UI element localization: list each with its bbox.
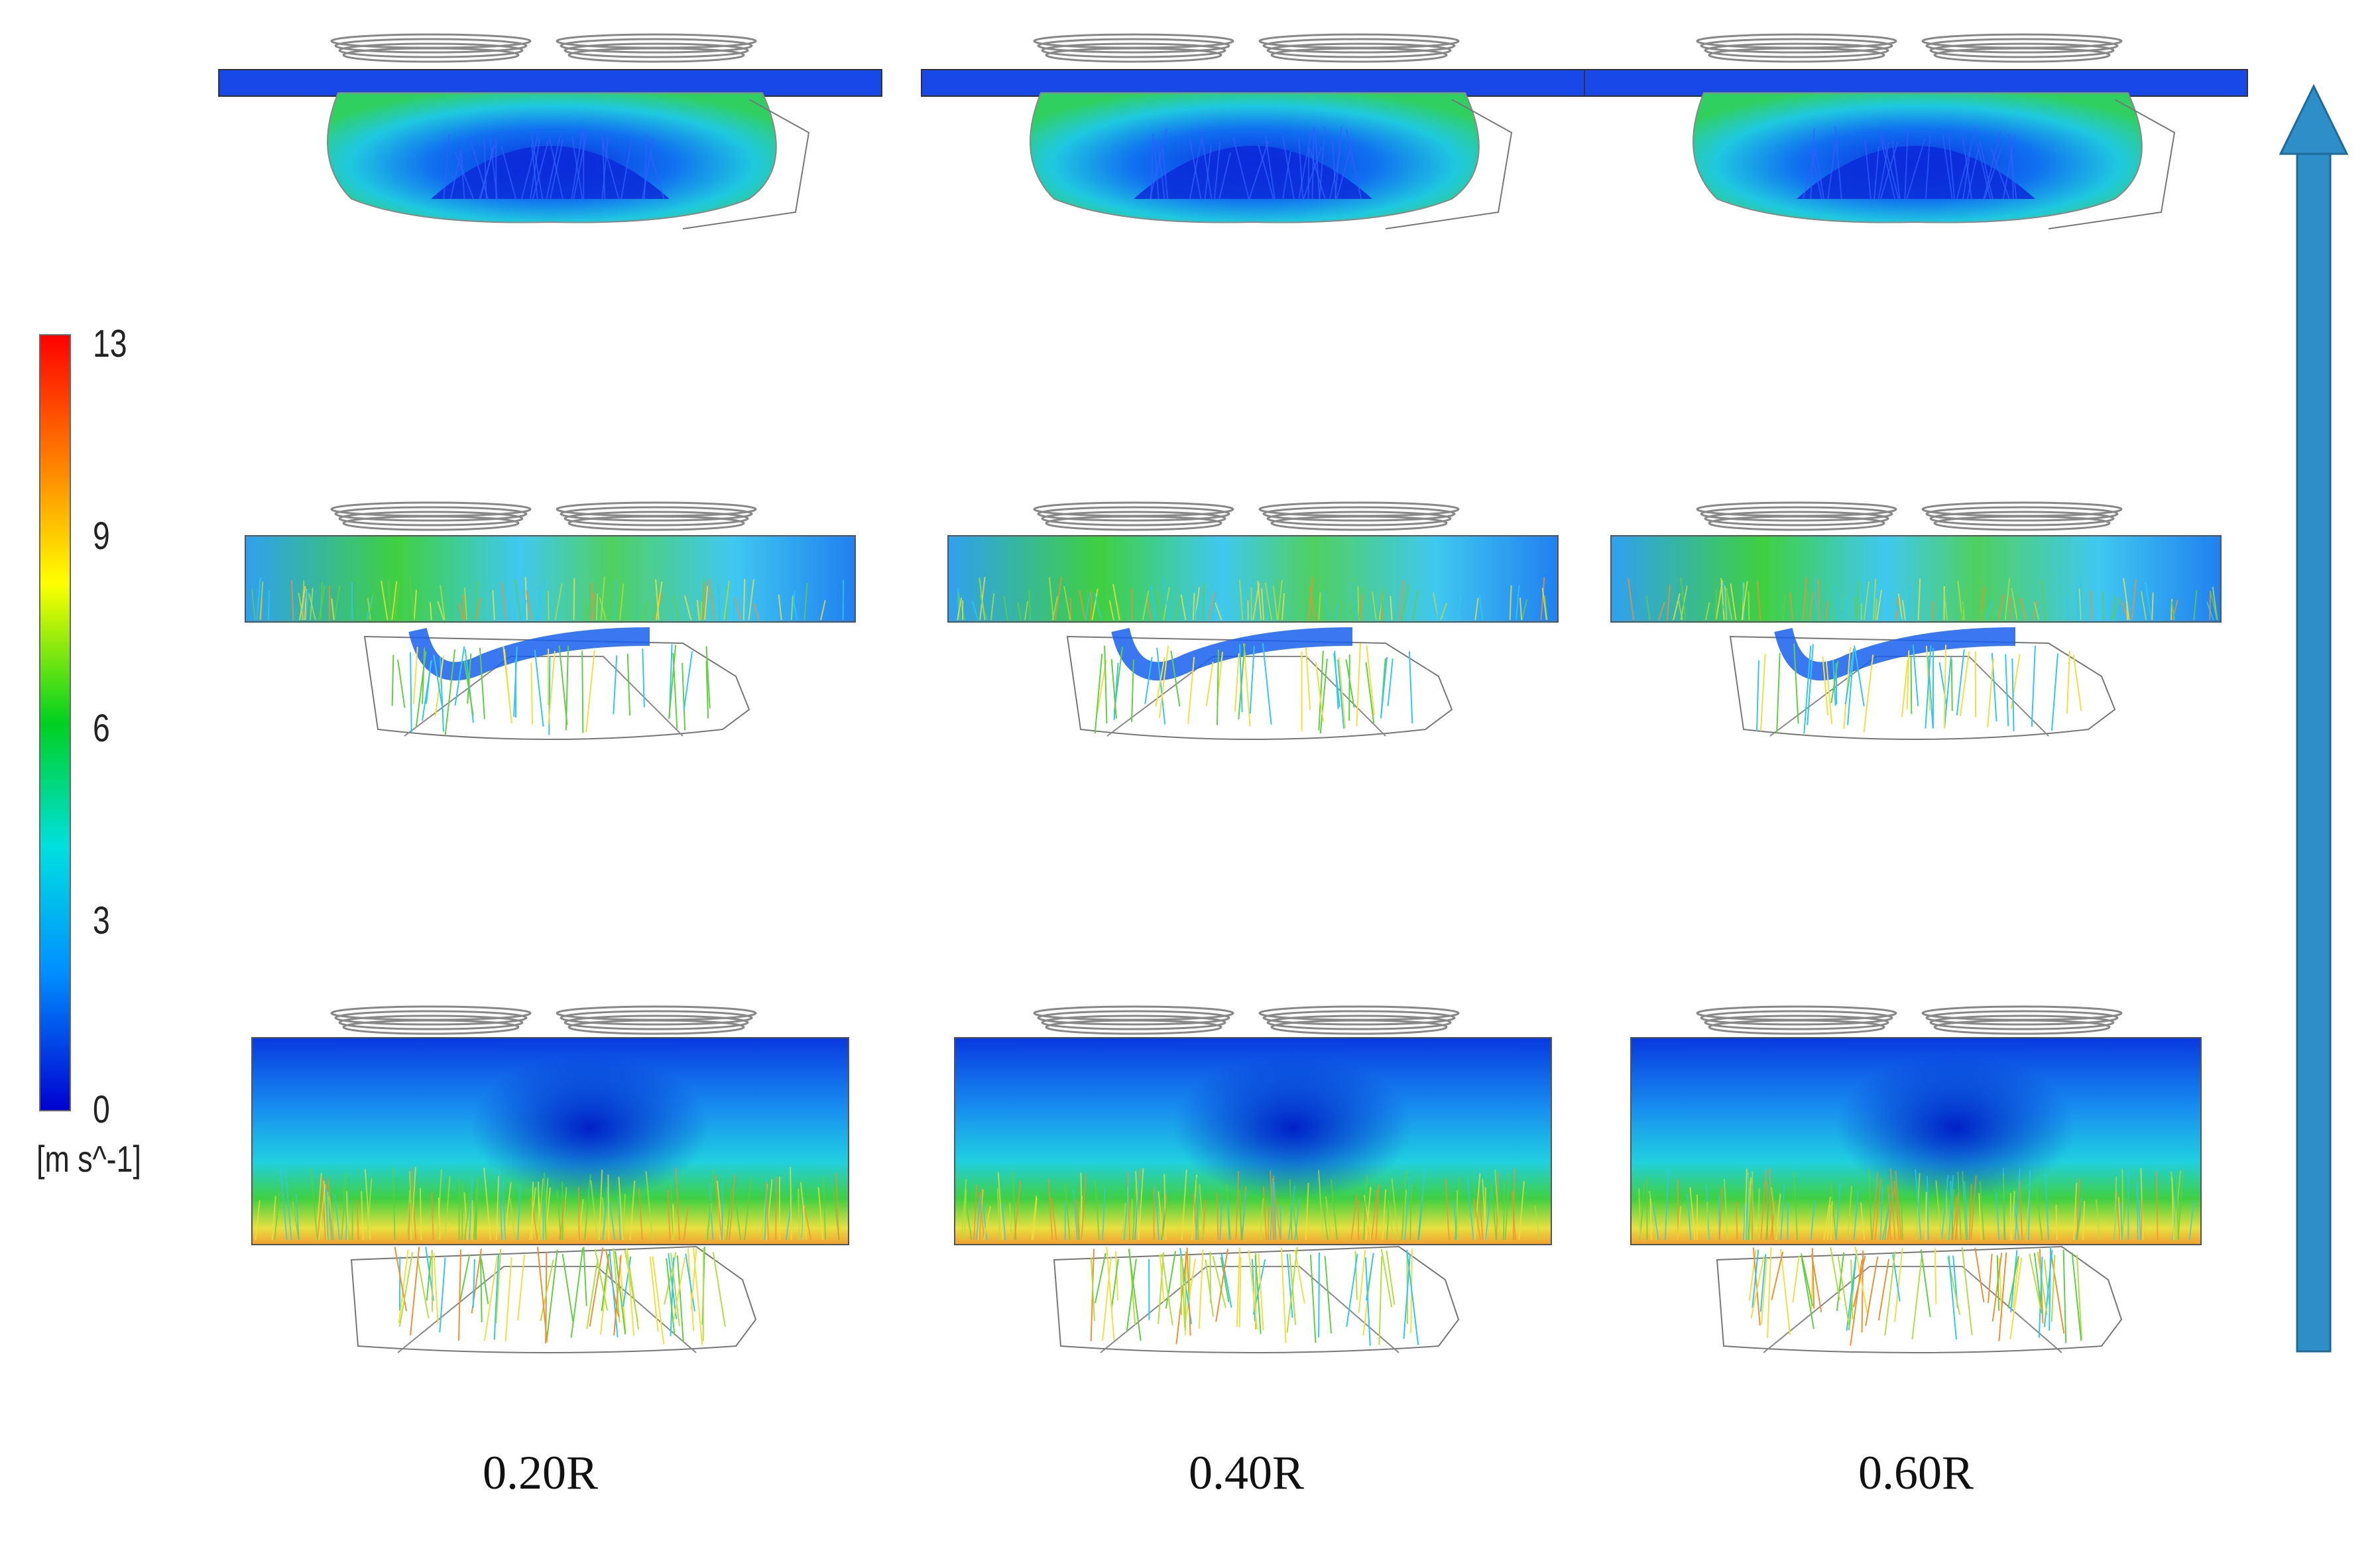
colorbar-tick-6: 6 — [93, 706, 110, 751]
colorbar-tick-3: 3 — [93, 898, 110, 943]
column-label-3: 0.60R — [1783, 1446, 2049, 1501]
panel-middle-3 — [1611, 503, 2221, 739]
colorbar-tick-0: 0 — [93, 1087, 110, 1132]
panel-top-1 — [219, 34, 882, 229]
direction-arrow — [2281, 86, 2347, 1351]
panel-bottom-1 — [252, 1007, 849, 1353]
panel-middle-1 — [245, 503, 855, 739]
colorbar-tick-9: 9 — [93, 514, 110, 558]
panel-top-2 — [922, 34, 1584, 229]
colorbar-tick-13: 13 — [93, 322, 127, 366]
column-label-1: 0.20R — [408, 1446, 673, 1501]
column-label-2: 0.40R — [1114, 1446, 1379, 1501]
panel-middle-2 — [948, 503, 1558, 739]
colorbar-unit: [m s^-1] — [36, 1137, 141, 1180]
panel-bottom-2 — [955, 1007, 1551, 1353]
panel-top-3 — [1584, 34, 2247, 229]
panel-bottom-3 — [1631, 1007, 2201, 1353]
colorbar — [40, 335, 70, 1111]
